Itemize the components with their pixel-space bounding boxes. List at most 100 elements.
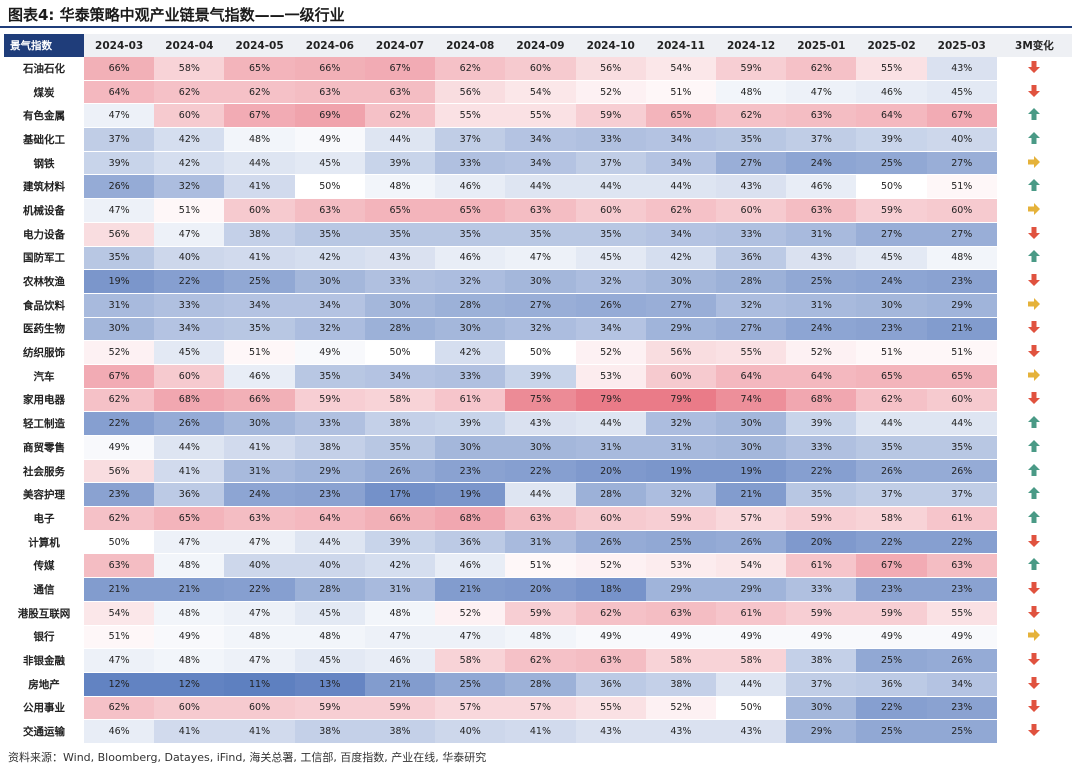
heatmap-cell: 48% (154, 601, 225, 626)
row-label: 轻工制造 (4, 411, 85, 436)
arrow-down-icon (1027, 84, 1041, 101)
heatmap-cell: 48% (364, 601, 436, 626)
heatmap-cell: 59% (294, 388, 365, 413)
row-label: 房地产 (4, 672, 85, 697)
heatmap-cell: 30% (786, 696, 857, 721)
heatmap-cell: 36% (435, 530, 506, 555)
heatmap-cell: 47% (224, 648, 295, 673)
heatmap-cell: 32% (645, 411, 716, 436)
heatmap-cell: 52% (435, 601, 506, 626)
heatmap-cell: 68% (786, 388, 857, 413)
heatmap-cell: 24% (224, 482, 295, 508)
heatmap-cell: 47% (154, 222, 225, 247)
arrow-down-icon (1027, 723, 1041, 740)
heatmap-cell: 61% (435, 388, 506, 413)
heatmap-cell: 21% (364, 672, 436, 697)
heatmap-cell: 49% (645, 625, 716, 650)
heatmap-cell: 59% (856, 198, 927, 223)
row-label: 纺织服饰 (4, 340, 85, 365)
heatmap-cell: 34% (294, 293, 365, 318)
heatmap-cell: 28% (716, 269, 787, 294)
heatmap-cell: 23% (84, 482, 155, 508)
heatmap-cell: 67% (856, 553, 927, 579)
arrow-down-icon (1027, 581, 1041, 598)
heatmap-cell: 47% (84, 648, 155, 673)
heatmap-cell: 58% (716, 648, 787, 673)
arrow-down-icon (1027, 344, 1041, 361)
table-row: 通信 21% 21% 22% 28% 31% 21% 20% 18% 29% 29% 33% 23% 23… (4, 577, 1072, 602)
heatmap-cell: 68% (154, 388, 225, 413)
heatmap-cell: 38% (294, 719, 365, 744)
heatmap-cell: 52% (645, 696, 716, 721)
trend-up-icon (996, 246, 1072, 271)
heatmap-cell: 44% (294, 530, 365, 555)
heatmap-cell: 46% (84, 719, 155, 744)
heatmap-cell: 28% (364, 317, 436, 342)
trend-down-icon (996, 648, 1072, 673)
heatmap-cell: 58% (645, 648, 716, 673)
table-row: 汽车 67% 60% 46% 35% 34% 33% 39% 53% 60% 64% 64% 65% 65… (4, 364, 1072, 389)
heatmap-cell: 55% (716, 340, 787, 365)
heatmap-cell: 66% (224, 388, 295, 413)
heatmap-cell: 49% (786, 625, 857, 650)
heatmap-cell: 26% (154, 411, 225, 436)
heatmap-cell: 26% (84, 174, 155, 200)
heatmap-cell: 57% (435, 696, 506, 721)
column-header: 2024-12 (716, 34, 787, 57)
heatmap-cell: 39% (856, 127, 927, 152)
heatmap-cell: 34% (364, 364, 436, 389)
heatmap-cell: 62% (84, 696, 155, 721)
heatmap-cell: 17% (364, 482, 436, 508)
heatmap-cell: 59% (856, 601, 927, 626)
heatmap-cell: 28% (435, 293, 506, 318)
heatmap-cell: 42% (154, 127, 225, 152)
heatmap-cell: 42% (435, 340, 506, 365)
row-label: 商贸零售 (4, 435, 85, 460)
heatmap-cell: 27% (926, 222, 997, 247)
heatmap-cell: 40% (435, 719, 506, 744)
heatmap-cell: 31% (364, 577, 436, 602)
heatmap-cell: 65% (645, 103, 716, 129)
heatmap-cell: 32% (294, 317, 365, 342)
heatmap-cell: 47% (84, 198, 155, 223)
heatmap-cell: 22% (224, 577, 295, 602)
column-header: 2025-02 (856, 34, 927, 57)
heatmap-cell: 33% (154, 293, 225, 318)
heatmap-cell: 32% (645, 482, 716, 508)
heatmap-cell: 49% (294, 127, 365, 152)
table-row: 煤炭 64% 62% 62% 63% 63% 56% 54% 52% 51% 48% 47% 46% 45… (4, 80, 1072, 105)
row-label: 机械设备 (4, 198, 85, 223)
heatmap-cell: 63% (786, 198, 857, 223)
heatmap-cell: 25% (856, 151, 927, 176)
heatmap-cell: 62% (224, 80, 295, 105)
trend-flat-icon (996, 151, 1072, 176)
heatmap-cell: 46% (435, 553, 506, 579)
heatmap-cell: 60% (224, 198, 295, 223)
heatmap-cell: 19% (435, 482, 506, 508)
arrow-right-icon (1027, 297, 1041, 314)
heatmap-cell: 35% (294, 364, 365, 389)
arrow-up-icon (1027, 557, 1041, 574)
heatmap-cell: 26% (575, 530, 646, 555)
trend-down-icon (996, 57, 1072, 81)
heatmap-cell: 55% (575, 696, 646, 721)
trend-down-icon (996, 269, 1072, 294)
heatmap-cell: 64% (84, 80, 155, 105)
trend-up-icon (996, 482, 1072, 508)
heatmap-cell: 29% (786, 719, 857, 744)
heatmap-cell: 40% (926, 127, 997, 152)
heatmap-cell: 59% (716, 57, 787, 81)
heatmap-cell: 42% (154, 151, 225, 176)
heatmap-cell: 57% (716, 506, 787, 531)
heatmap-cell: 45% (294, 601, 365, 626)
heatmap-cell: 62% (154, 80, 225, 105)
heatmap-cell: 46% (435, 174, 506, 200)
heatmap-cell: 33% (716, 222, 787, 247)
heatmap-cell: 65% (224, 57, 295, 81)
heatmap-cell: 41% (154, 719, 225, 744)
heatmap-cell: 62% (856, 388, 927, 413)
arrow-up-icon (1027, 107, 1041, 124)
heatmap-cell: 65% (435, 198, 506, 223)
heatmap-cell: 50% (84, 530, 155, 555)
heatmap-cell: 63% (505, 506, 576, 531)
